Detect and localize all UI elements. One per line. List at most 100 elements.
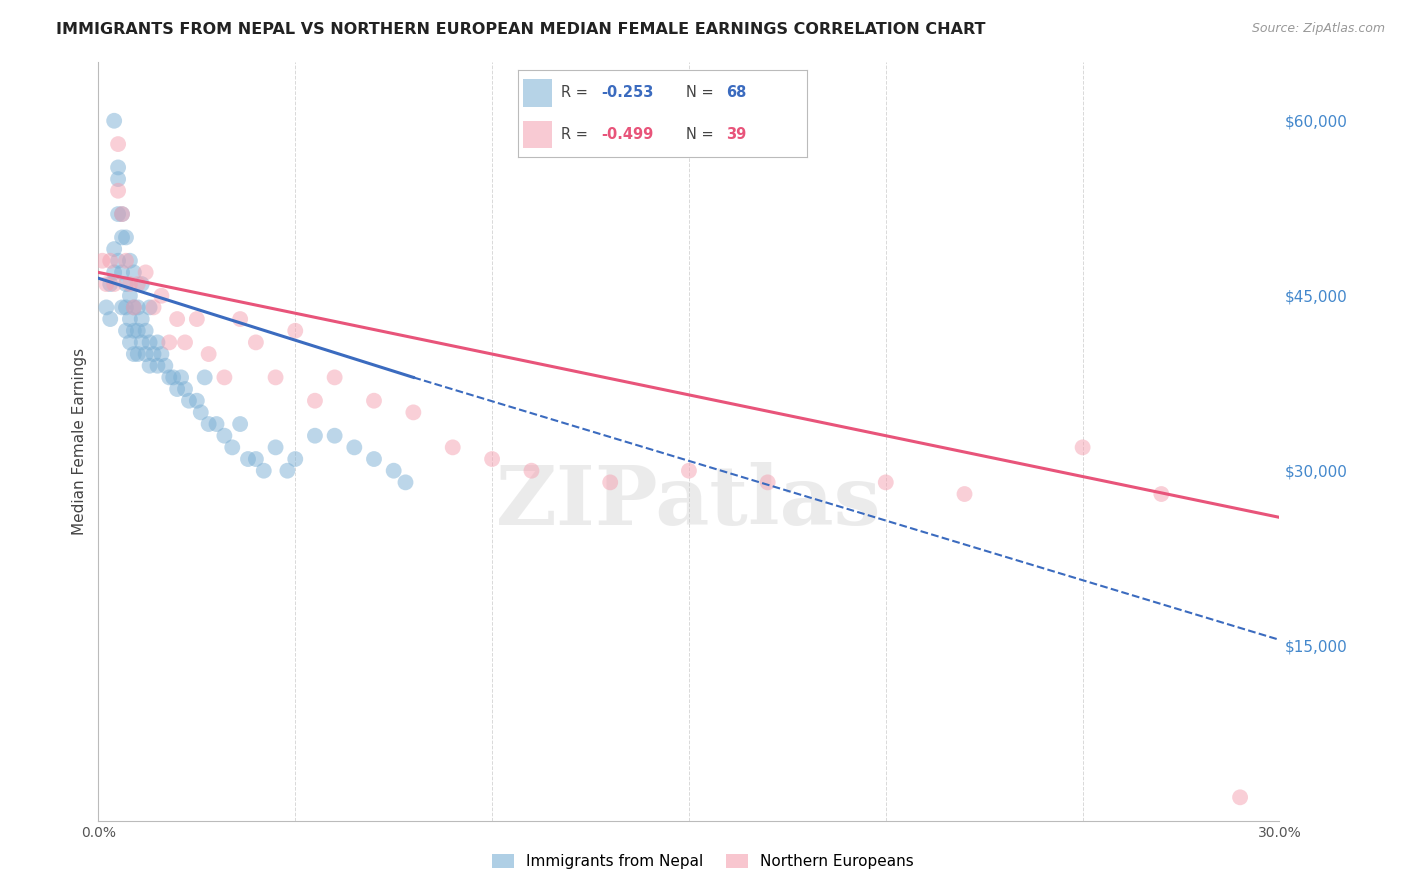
Point (953, 487, 976, 501)
Point (111, 230, 134, 244)
Point (174, 382, 197, 396)
Point (98, 312, 121, 326)
Point (1150, 487, 1173, 501)
Text: IMMIGRANTS FROM NEPAL VS NORTHERN EUROPEAN MEDIAN FEMALE EARNINGS CORRELATION CH: IMMIGRANTS FROM NEPAL VS NORTHERN EUROPE… (56, 22, 986, 37)
Point (118, 312, 141, 326)
Point (190, 405, 212, 419)
Point (135, 324, 157, 338)
Point (135, 265, 157, 279)
Point (1229, 790, 1251, 805)
Point (162, 370, 184, 384)
Point (174, 335, 197, 350)
Point (264, 441, 287, 455)
Point (323, 370, 346, 384)
Point (264, 370, 287, 384)
Point (194, 370, 217, 384)
Point (127, 277, 149, 291)
Point (115, 230, 138, 244)
Point (394, 475, 416, 490)
Point (103, 265, 125, 279)
Point (107, 161, 129, 175)
Point (205, 417, 228, 431)
Point (122, 347, 145, 361)
Point (382, 464, 405, 478)
Point (177, 393, 200, 408)
Point (157, 370, 180, 384)
Point (186, 393, 208, 408)
Text: Source: ZipAtlas.com: Source: ZipAtlas.com (1251, 22, 1385, 36)
Point (253, 464, 276, 478)
Point (103, 113, 125, 128)
Point (98, 277, 121, 291)
Point (122, 301, 145, 315)
Point (115, 277, 138, 291)
Point (127, 324, 149, 338)
Point (142, 347, 165, 361)
Point (118, 289, 141, 303)
Point (107, 172, 129, 186)
Point (146, 335, 169, 350)
Point (284, 324, 307, 338)
Point (96, 277, 118, 291)
Point (107, 253, 129, 268)
Point (111, 265, 134, 279)
Point (157, 335, 180, 350)
Point (229, 312, 252, 326)
Point (127, 347, 149, 361)
Point (166, 382, 188, 396)
Point (481, 452, 503, 467)
Point (323, 428, 346, 442)
Point (284, 452, 307, 467)
Point (91, 253, 114, 268)
Point (96, 301, 118, 315)
Point (441, 441, 464, 455)
Point (363, 452, 385, 467)
Point (150, 347, 173, 361)
Point (98, 253, 121, 268)
Point (363, 393, 385, 408)
Point (122, 265, 145, 279)
Point (103, 277, 125, 291)
Point (127, 301, 149, 315)
Point (131, 335, 153, 350)
Point (678, 464, 700, 478)
Point (170, 370, 193, 384)
Point (756, 475, 779, 490)
Point (146, 359, 169, 373)
Point (214, 370, 236, 384)
Point (343, 441, 366, 455)
Point (236, 452, 259, 467)
Point (131, 312, 153, 326)
Point (103, 242, 125, 256)
Point (875, 475, 897, 490)
Point (197, 347, 219, 361)
Point (197, 417, 219, 431)
Point (118, 335, 141, 350)
Point (150, 289, 173, 303)
Point (245, 452, 267, 467)
Point (304, 428, 326, 442)
Point (107, 207, 129, 221)
Point (135, 347, 157, 361)
Point (115, 253, 138, 268)
Point (166, 312, 188, 326)
Y-axis label: Median Female Earnings: Median Female Earnings (72, 348, 87, 535)
Point (142, 301, 165, 315)
Point (138, 359, 160, 373)
Point (221, 441, 243, 455)
Point (118, 253, 141, 268)
Legend: Immigrants from Nepal, Northern Europeans: Immigrants from Nepal, Northern European… (486, 847, 920, 875)
Point (111, 207, 134, 221)
Point (214, 428, 236, 442)
Point (122, 301, 145, 315)
Point (1071, 441, 1094, 455)
Point (276, 464, 298, 478)
Point (122, 324, 145, 338)
Point (520, 464, 543, 478)
Point (229, 417, 252, 431)
Point (131, 277, 153, 291)
Text: ZIPatlas: ZIPatlas (496, 462, 882, 542)
Point (245, 335, 267, 350)
Point (115, 301, 138, 315)
Point (138, 335, 160, 350)
